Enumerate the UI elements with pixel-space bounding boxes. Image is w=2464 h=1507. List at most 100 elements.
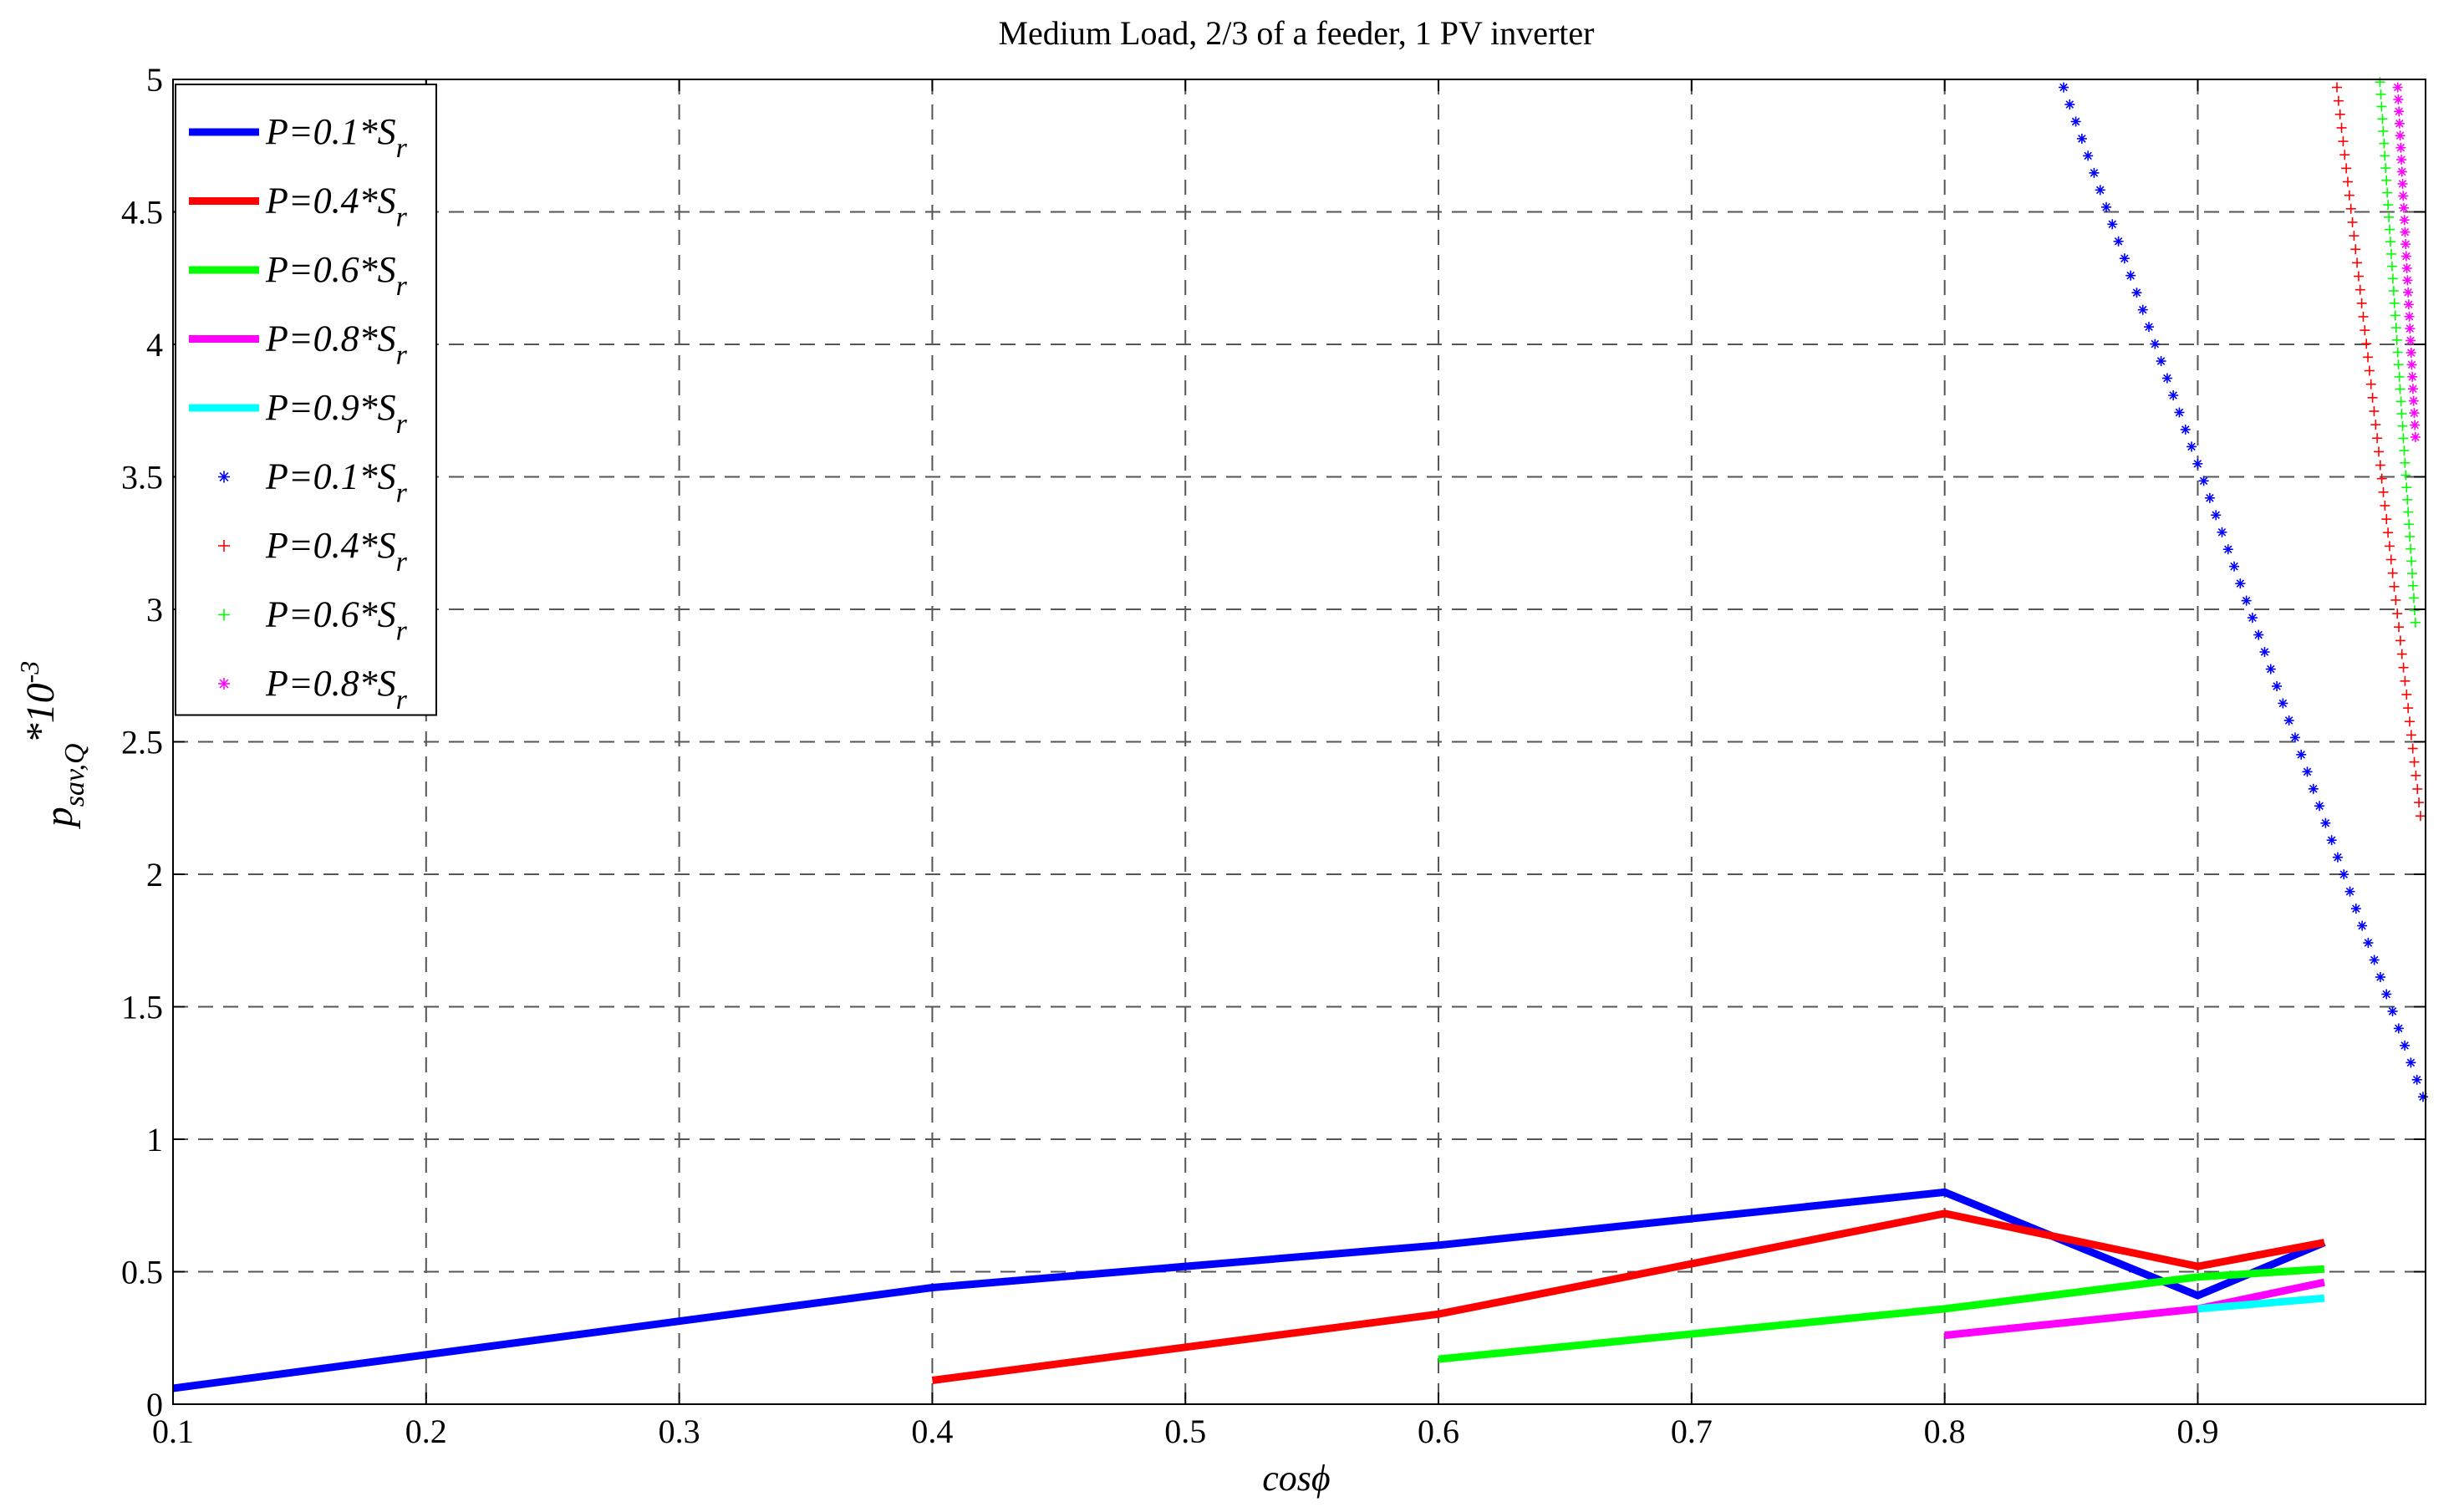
plus-marker [2397,420,2408,431]
star-marker [2393,94,2404,104]
legend-label-subscript: r [396,685,408,715]
plus-marker [2400,675,2411,686]
star-marker [2156,356,2166,367]
legend-label: P=0.9*Sr [265,387,408,440]
plus-marker [2393,359,2404,370]
plus-marker [2380,163,2391,174]
y-tick-label: 2.5 [121,724,163,761]
star-marker [2332,852,2343,863]
plus-marker [2389,298,2400,308]
plus-marker [2414,797,2425,808]
legend-item: P=0.8*Sr [218,663,408,715]
plus-marker [2355,284,2365,295]
star-marker [2314,801,2325,812]
plus-marker [2376,473,2387,484]
legend-item: P=0.4*Sr [218,525,408,578]
star-marker [2381,989,2392,1000]
plus-marker [2403,507,2414,517]
legend-label: P=0.1*Sr [265,111,408,164]
star-marker [2278,698,2288,709]
plus-marker [2360,325,2370,336]
y-axis-label-subscript: sav,Q [59,743,90,807]
star-marker [2397,178,2408,189]
plus-marker [2412,783,2423,794]
legend-label-subscript: r [396,616,408,647]
legend-swatch [218,540,230,552]
plus-marker [2381,175,2392,186]
legend-label: P=0.1*Sr [265,456,408,509]
plus-marker [2386,261,2397,272]
plus-marker [2407,568,2418,579]
plus-marker [2377,114,2388,125]
star-marker [2401,262,2412,273]
star-marker [2095,185,2105,196]
star-marker [2174,407,2185,418]
plus-marker [2364,365,2375,376]
plus-marker [2398,662,2409,673]
legend-label-main: P=0.4*S [265,525,396,566]
y-axis-label: psav,Q*10-3 [14,661,90,830]
star-marker [2235,578,2246,589]
star-marker [2125,270,2136,281]
star-marker [2363,938,2374,949]
legend-swatch [218,608,230,621]
legend-label: P=0.8*Sr [265,318,408,371]
plus-marker [2380,500,2390,511]
plus-marker [2409,605,2420,616]
legend-label-subscript: r [396,547,408,578]
plus-marker [2375,89,2386,99]
plus-marker [2400,457,2411,468]
plus-marker [2404,519,2415,530]
y-axis-label-suffix: *10 [18,683,63,743]
plus-marker [2388,286,2399,297]
plus-marker [2334,109,2345,120]
legend-label-subscript: r [396,271,408,302]
x-axis-label: cosϕ [1262,1458,1330,1499]
plus-marker [2399,445,2410,456]
star-marker [2064,99,2075,109]
star-marker [2405,323,2416,334]
star-marker [2387,1006,2398,1016]
legend-label-subscript: r [396,478,408,509]
plus-marker [2353,271,2364,282]
plus-marker [2338,136,2349,147]
star-marker [2296,749,2307,760]
star-marker [2410,420,2421,430]
x-tick-label: 0.5 [1164,1413,1206,1450]
series-markers-8 [2392,82,2421,442]
plus-marker [2350,244,2361,255]
star-marker [2396,155,2407,165]
legend-label: P=0.4*Sr [265,525,408,578]
plus-marker [2376,101,2387,112]
plus-marker [2395,635,2405,646]
plus-marker [2352,257,2363,268]
y-axis-label-base: p [37,807,81,829]
y-tick-label: 3 [146,591,163,629]
star-marker [2265,664,2276,675]
plus-marker [2347,216,2358,227]
plus-marker [2405,543,2416,554]
legend-item: P=0.9*Sr [189,387,408,440]
plus-marker [2394,622,2405,633]
plus-marker [2367,392,2378,403]
legend-label: P=0.6*Sr [265,249,408,302]
legend-item: P=0.8*Sr [189,318,408,371]
plus-marker [2361,339,2372,349]
y-axis-label-exponent: -3 [14,661,44,684]
plus-marker [2392,608,2403,619]
plus-marker [2401,482,2412,493]
series-line-1 [931,1209,2325,1384]
star-marker [2137,304,2148,315]
plus-marker [2406,556,2417,567]
ticks: 0.1 0.2 0.3 0.4 0.5 0.6 0.7 0.8 0.9 0 0.5 1 1.5 2 2.5 3… [121,61,2426,1450]
star-marker [2400,239,2411,250]
plus-marker [2384,541,2395,552]
plus-marker [2405,730,2416,741]
legend-label-main: P=0.8*S [265,663,396,704]
x-tick-label: 0.7 [1671,1413,1713,1450]
legend-label: P=0.4*Sr [265,181,408,233]
plus-marker [2370,420,2381,430]
star-marker [2406,359,2417,370]
x-tick-label: 0.1 [152,1413,194,1450]
plus-marker [2383,527,2394,538]
